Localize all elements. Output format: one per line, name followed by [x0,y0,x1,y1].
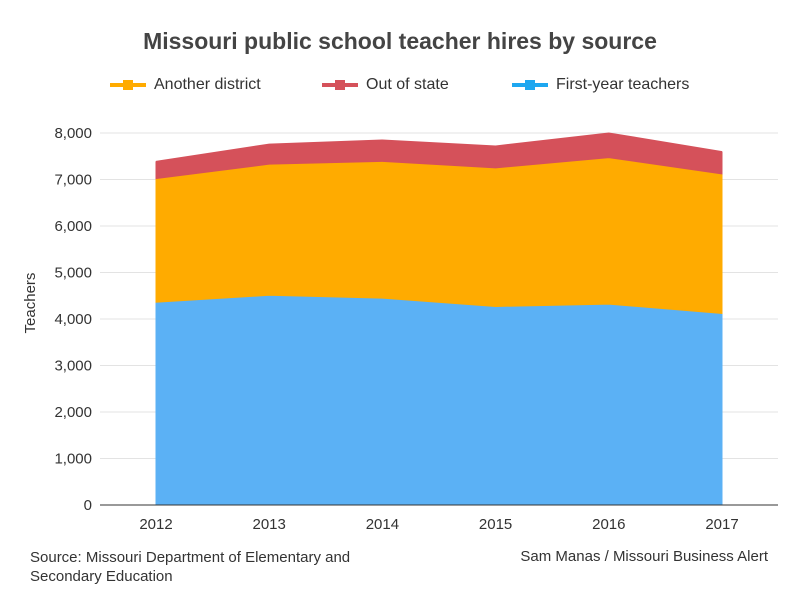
source-note: Source: Missouri Department of Elementar… [30,549,351,585]
x-tick-label: 2015 [479,516,512,533]
y-tick-label: 1,000 [54,451,92,468]
area-series-another-district[interactable] [155,157,723,314]
legend-swatch-icon [110,79,146,91]
y-tick-label: 3,000 [54,358,92,375]
x-tick-label: 2014 [366,516,399,533]
y-tick-label: 8,000 [54,125,92,142]
y-tick-label: 7,000 [54,172,92,189]
legend-item-another-district[interactable]: Another district [110,76,261,94]
x-tick-label: 2012 [139,516,172,533]
legend-label: Out of state [366,76,449,93]
area-series-first-year-teachers[interactable] [155,294,723,506]
stacked-areas [155,132,723,506]
x-tick-label: 2017 [705,516,738,533]
chart-legend: Another district Out of state First-year… [0,76,800,98]
chart-title: Missouri public school teacher hires by … [143,28,657,54]
credit-note: Sam Manas / Missouri Business Alert [520,548,768,565]
x-tick-label: 2016 [592,516,625,533]
y-tick-label: 4,000 [54,311,92,328]
legend-item-out-of-state[interactable]: Out of state [322,76,449,94]
x-tick-label: 2013 [253,516,286,533]
y-tick-label: 0 [84,497,92,514]
legend-swatch-icon [322,79,358,91]
y-axis-label: Teachers [22,273,39,334]
y-tick-label: 2,000 [54,404,92,421]
axes: 0 1,000 2,000 3,000 4,000 5,000 6,000 7,000 8,00… [54,125,778,533]
area-edge-line [155,132,723,163]
legend-item-first-year-teachers[interactable]: First-year teachers [512,76,689,94]
legend-label: Another district [154,76,261,93]
legend-label: First-year teachers [556,76,690,93]
y-tick-label: 6,000 [54,218,92,235]
y-tick-label: 5,000 [54,265,92,282]
legend-swatch-icon [512,79,548,91]
